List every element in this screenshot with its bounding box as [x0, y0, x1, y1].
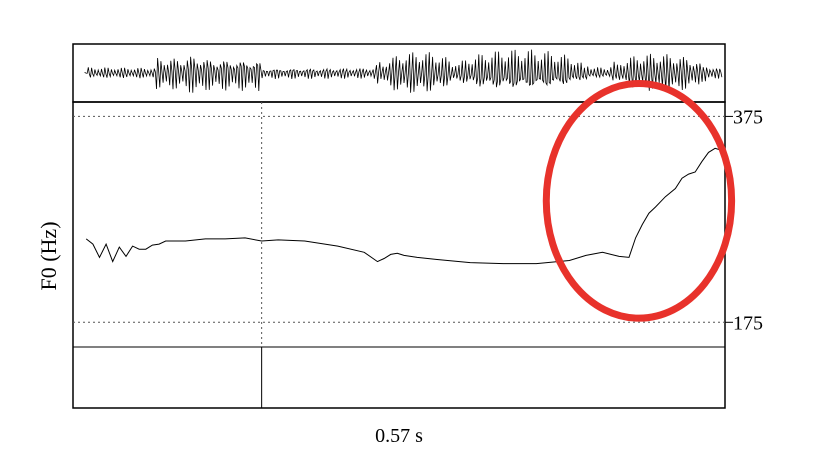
cursor-time-label: 0.57 s: [375, 425, 423, 447]
y-tick-label-175: 175: [733, 312, 763, 334]
y-axis-label: F0 (Hz): [36, 221, 61, 290]
y-tick-labels: 175 375: [725, 106, 763, 334]
y-tick-label-375: 375: [733, 106, 763, 128]
y-grid-lines: [73, 115, 725, 323]
waveform-panel: [72, 43, 726, 103]
f0-series-line: [85, 147, 722, 265]
pitch-panel: 175 375: [72, 101, 763, 409]
pitch-frame: [72, 101, 726, 409]
highlight-ellipse: [542, 79, 736, 322]
waveform-trace: [84, 49, 723, 93]
waveform-frame: [72, 43, 726, 103]
